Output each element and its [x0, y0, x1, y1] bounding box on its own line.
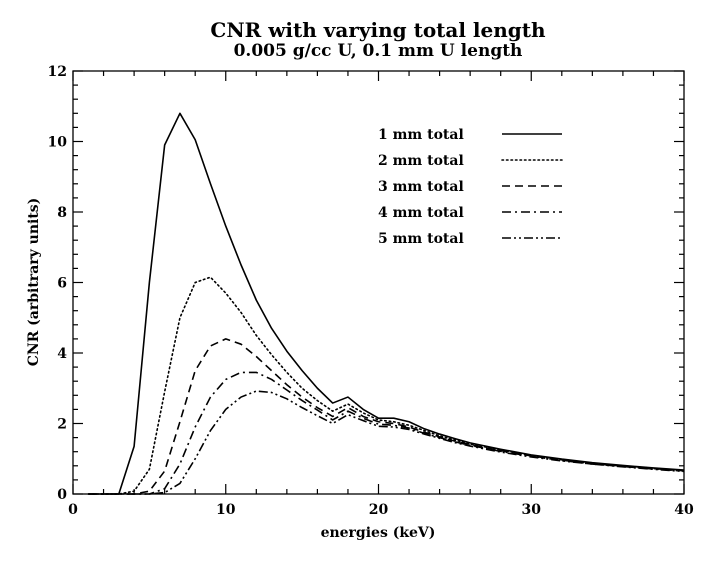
y-tick-label: 12	[48, 64, 67, 80]
y-tick-label: 2	[57, 417, 67, 433]
legend-label-5: 5 mm total	[378, 231, 464, 247]
x-tick-label: 10	[216, 502, 236, 518]
y-tick-label: 4	[57, 346, 67, 362]
series-line-3	[88, 338, 685, 495]
y-tick-label: 8	[57, 205, 67, 221]
series-line-2	[87, 276, 685, 495]
chart-title: CNR with varying total length	[210, 18, 546, 42]
legend-label-2: 2 mm total	[378, 153, 464, 169]
y-axis: 0 2 4 6 8 10 12	[48, 64, 684, 503]
x-axis: 0 10 20 30 40	[68, 71, 694, 518]
x-tick-label: 30	[522, 502, 542, 518]
series-group	[87, 112, 685, 495]
legend-label-3: 3 mm total	[378, 179, 464, 195]
series-line-4	[88, 371, 685, 495]
legend: 1 mm total 2 mm total 3 mm total 4 mm total…	[378, 127, 563, 247]
x-tick-label: 0	[68, 502, 78, 518]
series-line-1	[88, 112, 685, 495]
x-axis-label: energies (keV)	[321, 525, 436, 541]
x-tick-label: 40	[674, 502, 694, 518]
y-tick-label: 10	[48, 135, 68, 151]
legend-label-1: 1 mm total	[378, 127, 464, 143]
x-tick-label: 20	[369, 502, 389, 518]
chart-subtitle: 0.005 g/cc U, 0.1 mm U length	[234, 41, 523, 61]
y-tick-label: 6	[57, 276, 67, 292]
y-axis-label: CNR (arbitrary units)	[26, 198, 42, 367]
y-tick-label: 0	[57, 487, 67, 503]
series-line-5	[88, 390, 685, 495]
legend-label-4: 4 mm total	[378, 205, 464, 221]
